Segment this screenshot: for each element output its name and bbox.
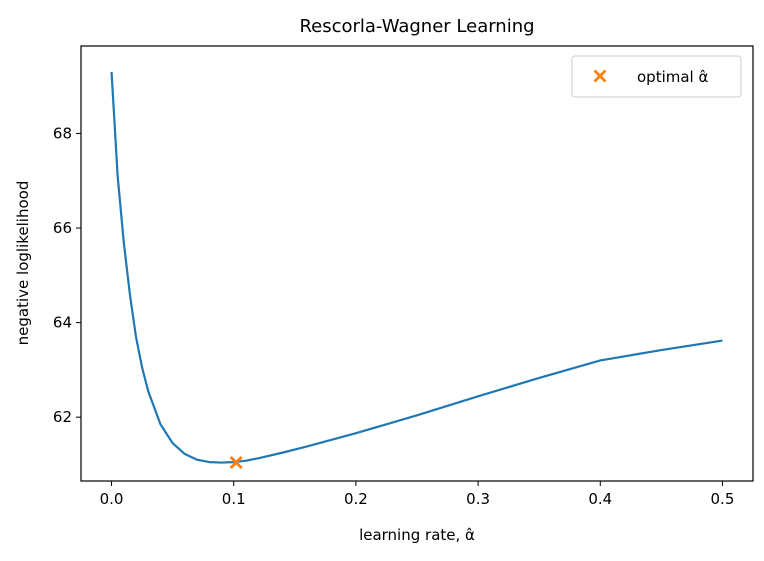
y-tick-label: 66 [53, 219, 72, 237]
x-tick-label: 0.1 [222, 490, 246, 508]
legend-marker-x-icon [593, 69, 607, 83]
y-axis-label: negative loglikelihood [14, 181, 32, 346]
x-tick-label: 0.2 [344, 490, 368, 508]
series-line [110, 71, 723, 464]
y-tick-label: 64 [53, 314, 72, 332]
x-tick-label: 0.3 [466, 490, 490, 508]
chart-title: Rescorla-Wagner Learning [299, 16, 534, 37]
y-tick-label: 68 [53, 124, 72, 142]
x-tick-label: 0.4 [588, 490, 612, 508]
optimal-point-marker [229, 456, 243, 470]
x-tick-label: 0.5 [711, 490, 735, 508]
x-axis-ticks: 0.0 0.1 0.2 0.3 0.4 0.5 [100, 481, 735, 508]
y-tick-label: 62 [53, 408, 72, 426]
plot-frame [80, 45, 754, 482]
x-axis-label: learning rate, α̂ [359, 526, 475, 544]
legend-box [571, 55, 742, 98]
series-layer [110, 71, 723, 470]
plot-area [81, 46, 753, 481]
y-axis-ticks: 62 64 66 68 [53, 124, 81, 426]
x-tick-label: 0.0 [100, 490, 124, 508]
legend-x-icon [593, 69, 607, 83]
legend-entry-optimal: optimal α̂ [637, 68, 708, 86]
legend: optimal α̂ [571, 55, 742, 98]
